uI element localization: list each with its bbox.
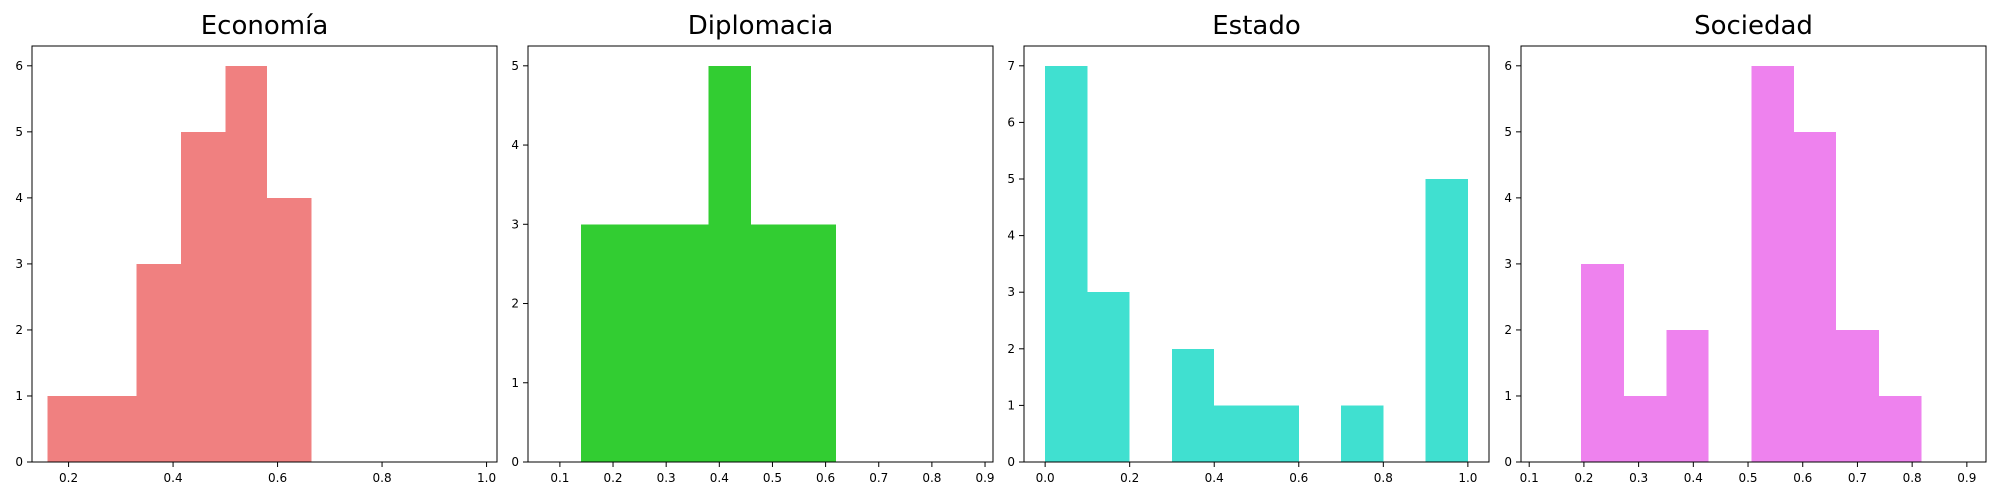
axes-frame xyxy=(527,45,994,463)
y-tick-label: 4 xyxy=(1007,229,1015,243)
histogram-bar xyxy=(267,197,312,462)
y-tick-label: 6 xyxy=(1504,59,1512,73)
y-tick-label: 2 xyxy=(511,297,519,311)
y-tick-label: 1 xyxy=(1504,389,1512,403)
histogram-bar xyxy=(708,65,752,463)
x-tick-label: 0.4 xyxy=(710,471,729,485)
y-tick-label: 0 xyxy=(1007,455,1015,469)
y-tick-label: 5 xyxy=(1007,172,1015,186)
y-tick-label: 2 xyxy=(1504,323,1512,337)
subplot-title: Economía xyxy=(201,11,329,41)
axes-frame xyxy=(1520,45,1987,463)
x-tick-label: 0.4 xyxy=(1684,471,1703,485)
y-tick-label: 5 xyxy=(511,59,519,73)
x-tick-label: 0.4 xyxy=(164,471,183,485)
subplot-sociedad: Sociedad 0.1 0.2 0.3 0.4 0.5 0.6 0.7 0.8 0.9 0 1 2 3… xyxy=(1504,11,1987,485)
x-tick-label: 0.5 xyxy=(763,471,782,485)
histogram-bar xyxy=(1341,405,1384,462)
histogram-bar xyxy=(1214,405,1257,462)
x-tick-label: 0.0 xyxy=(1036,471,1055,485)
histogram-bar xyxy=(1793,131,1837,463)
x-tick-label: 0.7 xyxy=(1848,471,1867,485)
y-tick-label: 7 xyxy=(1007,59,1015,73)
histogram-bar xyxy=(581,224,624,462)
histogram-bar xyxy=(1878,395,1922,462)
histogram-bar xyxy=(1623,395,1667,462)
x-tick-label: 0.3 xyxy=(657,471,676,485)
x-tick-label: 0.2 xyxy=(1574,471,1593,485)
y-tick-label: 3 xyxy=(1007,285,1015,299)
histogram-bar xyxy=(1751,65,1794,463)
y-tick-label: 5 xyxy=(1504,125,1512,139)
histogram-bar xyxy=(1045,65,1088,463)
x-tick-label: 0.8 xyxy=(1903,471,1922,485)
x-tick-label: 0.9 xyxy=(975,471,994,485)
x-tick-label: 0.6 xyxy=(1793,471,1812,485)
x-tick-label: 0.1 xyxy=(550,471,569,485)
x-tick-label: 0.1 xyxy=(1520,471,1539,485)
x-tick-label: 0.7 xyxy=(869,471,888,485)
subplot-title: Diplomacia xyxy=(688,11,834,41)
histogram-bar xyxy=(1581,263,1624,462)
x-tick-label: 0.8 xyxy=(373,471,392,485)
x-tick-label: 1.0 xyxy=(1458,471,1477,485)
x-tick-label: 0.6 xyxy=(816,471,835,485)
y-tick-label: 4 xyxy=(511,138,519,152)
histogram-bar xyxy=(180,131,226,463)
y-tick-label: 2 xyxy=(1007,342,1015,356)
histogram-bar xyxy=(623,224,667,462)
y-tick-label: 0 xyxy=(15,455,23,469)
histogram-bar xyxy=(47,395,93,462)
x-tick-label: 0.4 xyxy=(1205,471,1224,485)
histogram-bar xyxy=(793,224,837,462)
x-tick-label: 0.6 xyxy=(1289,471,1308,485)
histogram-bar xyxy=(136,263,181,462)
subplot-title: Estado xyxy=(1212,11,1301,41)
y-tick-label: 4 xyxy=(15,191,23,205)
y-tick-label: 1 xyxy=(511,376,519,390)
subplot-economia: Economía 0.2 0.4 0.6 0.8 1.0 0 1 2 3 4 5 6 xyxy=(15,11,498,485)
x-tick-label: 0.2 xyxy=(59,471,78,485)
y-tick-label: 0 xyxy=(1504,455,1512,469)
y-tick-label: 1 xyxy=(1007,398,1015,412)
subplot-title: Sociedad xyxy=(1694,11,1813,41)
x-tick-label: 0.3 xyxy=(1629,471,1648,485)
subplot-diplomacia: Diplomacia 0.1 0.2 0.3 0.4 0.5 0.6 0.7 0.8 0.9 0 1… xyxy=(511,11,994,485)
histogram-bar xyxy=(1256,405,1299,462)
axes-frame xyxy=(31,45,498,463)
y-tick-label: 5 xyxy=(15,125,23,139)
subplot-estado: Estado 0.0 0.2 0.4 0.6 0.8 1.0 0 1 2 3 4 5 6 7 xyxy=(1007,11,1490,485)
y-tick-label: 6 xyxy=(1007,115,1015,129)
y-tick-label: 3 xyxy=(15,257,23,271)
x-tick-label: 0.9 xyxy=(1957,471,1976,485)
x-tick-label: 0.2 xyxy=(603,471,622,485)
x-tick-label: 0.6 xyxy=(268,471,287,485)
histogram-bar xyxy=(1425,179,1468,462)
histogram-bar xyxy=(1171,348,1215,462)
histogram-bar xyxy=(666,224,709,462)
y-tick-label: 6 xyxy=(15,59,23,73)
histogram-bar xyxy=(1666,329,1709,462)
histogram-bar xyxy=(751,224,794,462)
y-tick-label: 4 xyxy=(1504,191,1512,205)
histogram-bar xyxy=(1087,292,1130,462)
histogram-bar xyxy=(1836,329,1879,462)
x-tick-label: 0.8 xyxy=(922,471,941,485)
x-tick-label: 0.5 xyxy=(1738,471,1757,485)
histogram-bar xyxy=(225,65,268,463)
y-tick-label: 2 xyxy=(15,323,23,337)
histogram-bar xyxy=(92,395,137,462)
x-tick-label: 0.8 xyxy=(1374,471,1393,485)
y-tick-label: 1 xyxy=(15,389,23,403)
x-tick-label: 1.0 xyxy=(477,471,496,485)
y-tick-label: 3 xyxy=(511,217,519,231)
axes-frame xyxy=(1023,45,1490,463)
x-tick-label: 0.2 xyxy=(1120,471,1139,485)
y-tick-label: 3 xyxy=(1504,257,1512,271)
y-tick-label: 0 xyxy=(511,455,519,469)
